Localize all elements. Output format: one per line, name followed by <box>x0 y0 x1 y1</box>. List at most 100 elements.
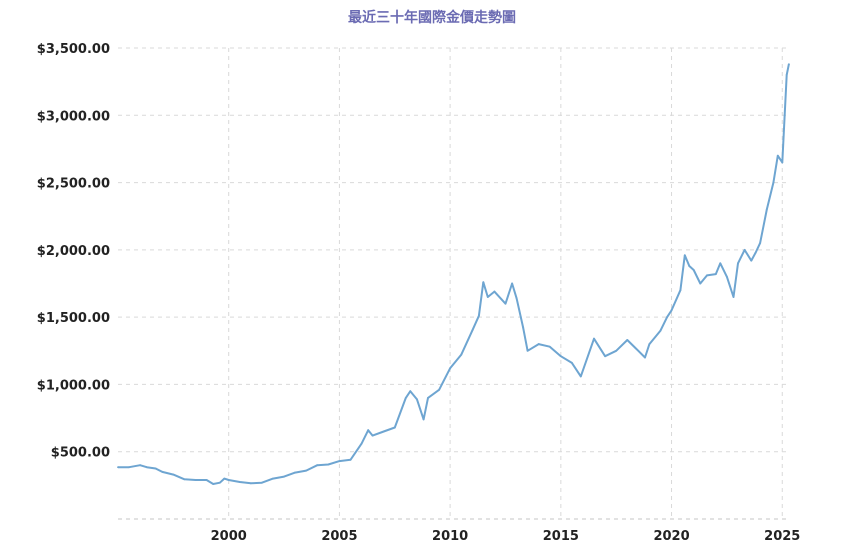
data-point <box>478 314 480 317</box>
series-layer <box>117 63 790 485</box>
data-point <box>161 471 164 473</box>
data-point <box>416 398 418 401</box>
data-point <box>212 483 215 485</box>
data-point <box>261 481 263 484</box>
data-point <box>460 353 463 356</box>
price-series-line <box>118 63 790 485</box>
data-point <box>776 154 779 157</box>
data-point <box>615 349 618 352</box>
data-point <box>272 477 274 480</box>
data-point <box>238 481 241 483</box>
data-point <box>327 463 330 466</box>
data-point <box>765 208 768 211</box>
data-point <box>785 74 788 76</box>
data-point <box>438 388 440 391</box>
data-point <box>548 345 551 348</box>
data-point <box>644 356 646 359</box>
data-point <box>659 329 662 332</box>
y-tick-label: $2,000.00 <box>37 244 110 259</box>
grid <box>118 47 790 520</box>
x-tick-label: 2025 <box>764 529 800 544</box>
data-point <box>305 469 308 472</box>
chart-title: 最近三十年國際金價走勢圖 <box>348 9 516 26</box>
data-point <box>223 477 226 480</box>
y-tick-label: $1,000.00 <box>37 378 110 393</box>
data-point <box>781 161 784 164</box>
y-tick-label: $1,500.00 <box>37 311 110 326</box>
data-point <box>626 339 629 341</box>
data-point <box>522 327 525 329</box>
y-tick-label: $500.00 <box>51 446 110 461</box>
data-point <box>283 475 285 478</box>
data-point <box>737 262 739 265</box>
data-point <box>504 302 507 305</box>
data-point <box>482 281 485 284</box>
x-tick-label: 2000 <box>211 529 247 544</box>
data-point <box>409 390 412 393</box>
data-point <box>714 273 717 275</box>
data-point <box>559 355 562 358</box>
data-point <box>117 466 119 469</box>
data-point <box>427 396 429 399</box>
data-point <box>759 242 762 245</box>
data-point <box>205 479 208 481</box>
data-point <box>571 361 573 364</box>
data-point <box>579 375 582 378</box>
y-axis-ticks: $500.00 $1,000.00 $1,500.00 $2,000.00 $2,500… <box>37 42 110 461</box>
x-tick-label: 2005 <box>321 529 357 544</box>
data-point <box>294 471 297 474</box>
data-point <box>515 297 518 300</box>
data-point <box>750 259 753 262</box>
x-tick-label: 2015 <box>543 529 579 544</box>
data-point <box>743 248 746 251</box>
data-point <box>139 464 142 467</box>
data-point <box>154 467 157 470</box>
y-tick-label: $2,500.00 <box>37 177 110 192</box>
data-point <box>725 275 728 278</box>
data-point <box>449 367 452 370</box>
data-point <box>666 316 669 319</box>
y-tick-label: $3,500.00 <box>37 42 110 57</box>
data-point <box>218 481 221 484</box>
data-point <box>719 262 722 265</box>
data-point <box>732 296 735 298</box>
data-point <box>360 442 363 445</box>
data-point <box>183 478 186 481</box>
y-tick-label: $3,000.00 <box>37 109 110 124</box>
data-point <box>699 282 702 285</box>
data-point <box>772 181 775 184</box>
x-tick-label: 2010 <box>432 529 468 544</box>
data-point <box>604 355 607 358</box>
data-point <box>683 254 686 257</box>
data-point <box>422 418 425 421</box>
data-point <box>404 396 407 399</box>
data-point <box>382 430 385 433</box>
data-point <box>754 251 757 254</box>
data-point <box>145 466 148 469</box>
data-point <box>194 479 197 481</box>
data-point <box>679 289 682 292</box>
x-axis-ticks: 2000 2005 2010 2015 2020 2025 <box>211 529 801 544</box>
data-point <box>393 426 396 429</box>
data-point <box>511 282 514 285</box>
data-point <box>367 429 370 432</box>
data-point <box>648 343 651 345</box>
data-point <box>688 265 691 267</box>
data-point <box>471 329 474 332</box>
data-point <box>249 482 252 485</box>
data-point <box>706 274 708 277</box>
data-point <box>526 349 529 352</box>
data-point <box>787 63 790 66</box>
data-point <box>338 460 341 463</box>
x-tick-label: 2020 <box>653 529 689 544</box>
data-point <box>692 269 695 271</box>
data-point <box>637 349 640 352</box>
data-point <box>593 337 595 340</box>
data-point <box>128 466 130 469</box>
data-point <box>316 464 319 467</box>
data-point <box>493 290 496 293</box>
data-point <box>486 296 489 298</box>
data-point <box>537 343 540 345</box>
data-point <box>227 479 230 481</box>
